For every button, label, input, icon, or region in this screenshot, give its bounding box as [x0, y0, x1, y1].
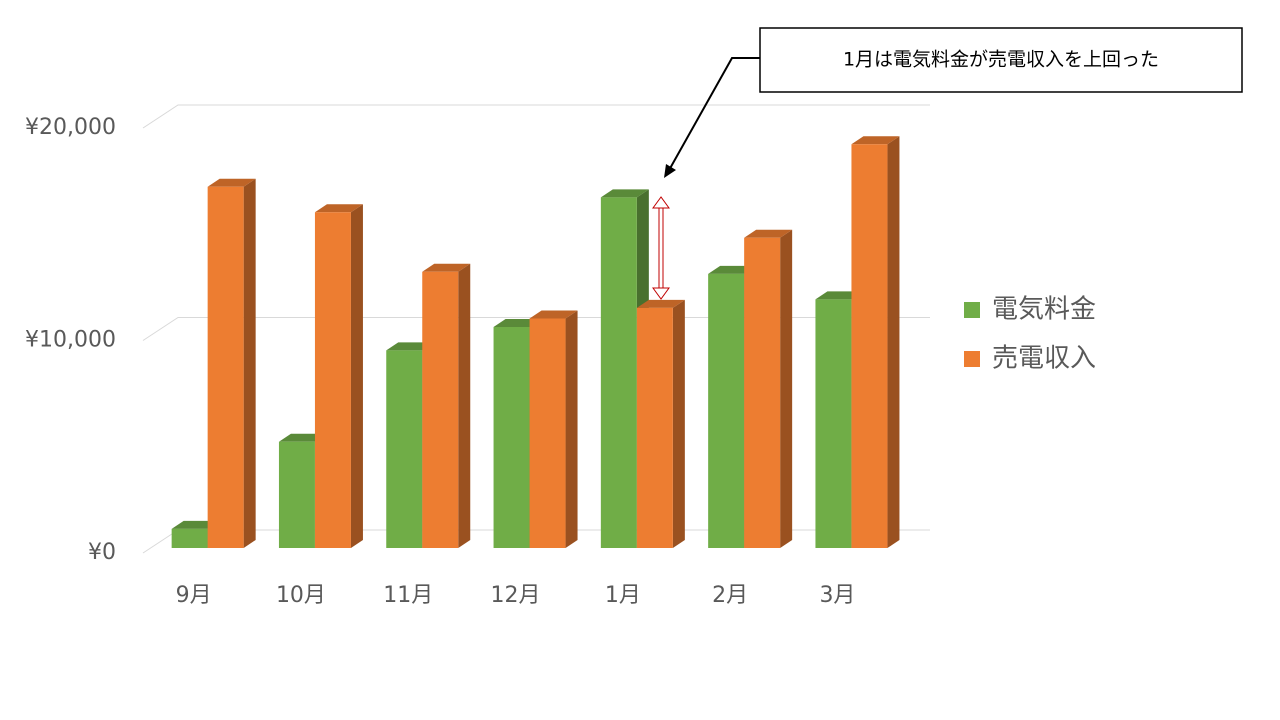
x-tick-label: 3月 — [819, 583, 855, 608]
bar-face — [207, 178, 256, 187]
x-tick-label: 12月 — [491, 583, 541, 608]
legend-label: 売電収入 — [992, 344, 1096, 374]
bar-face — [493, 327, 530, 548]
bar-face — [314, 212, 351, 548]
bar — [744, 229, 793, 548]
bar-face — [422, 271, 459, 548]
bar-face — [243, 178, 256, 548]
bar-face — [386, 350, 423, 548]
bar-face — [672, 299, 685, 548]
y-tick-label: ¥0 — [88, 540, 116, 565]
bar-face — [851, 136, 900, 145]
x-tick-label: 10月 — [276, 583, 326, 608]
arrow-head — [664, 164, 676, 178]
bar-face — [600, 197, 637, 548]
bar-face — [458, 263, 471, 548]
bar-face — [350, 204, 363, 548]
bar-face — [422, 263, 471, 272]
bar-face — [815, 299, 852, 548]
bar-face — [314, 204, 363, 213]
bar-face — [529, 310, 578, 319]
bar-face — [636, 299, 685, 308]
bar-face — [207, 186, 244, 548]
bar-face — [600, 189, 649, 198]
bar-face — [565, 310, 578, 548]
bar — [851, 136, 900, 548]
y-tick-label: ¥20,000 — [25, 115, 116, 140]
x-tick-label: 11月 — [383, 583, 433, 608]
y-tick-label: ¥10,000 — [25, 328, 116, 353]
bar-face — [887, 136, 900, 548]
bar-face — [636, 307, 673, 548]
bar-face — [744, 229, 793, 238]
bar-face — [851, 144, 888, 548]
grid-line — [142, 104, 930, 129]
bar — [314, 204, 363, 548]
x-tick-label: 1月 — [605, 583, 641, 608]
bar-face — [171, 528, 208, 548]
x-tick-label: 2月 — [712, 583, 748, 608]
legend-label: 電気料金 — [992, 295, 1096, 325]
bar-face — [744, 237, 781, 548]
bar — [600, 189, 649, 548]
legend-swatch — [964, 351, 980, 367]
bar-face — [529, 318, 566, 548]
callout-box — [759, 27, 1243, 93]
bar-face — [708, 273, 745, 548]
bar-face — [780, 229, 793, 548]
bar — [529, 310, 578, 548]
legend-swatch — [964, 302, 980, 318]
bar-face — [278, 441, 315, 548]
bar — [422, 263, 471, 548]
x-tick-label: 9月 — [176, 583, 212, 608]
difference-arrow — [652, 196, 670, 300]
annotation: 1月は電気料金が売電収入を上回った — [843, 49, 1159, 71]
callout-arrow — [667, 57, 760, 173]
bar — [207, 178, 256, 548]
bar — [636, 299, 685, 548]
